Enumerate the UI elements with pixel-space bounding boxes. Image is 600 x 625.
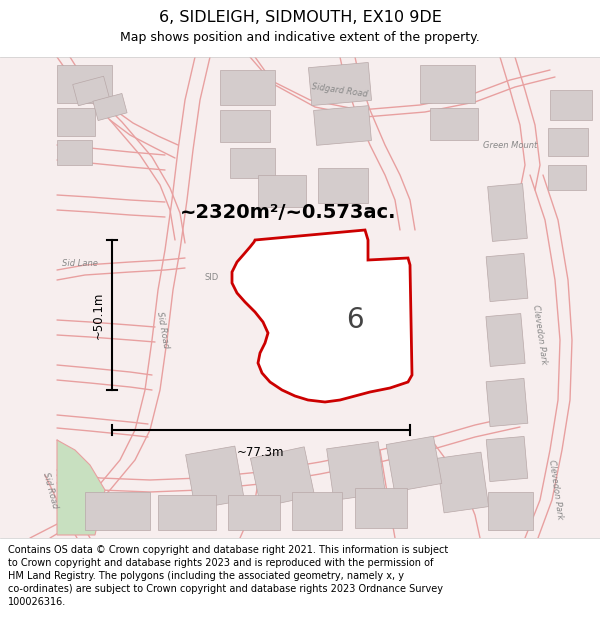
Bar xyxy=(57,65,112,103)
Bar xyxy=(220,110,270,142)
Bar xyxy=(292,492,342,530)
Text: Green Mount: Green Mount xyxy=(483,141,537,149)
Text: 6: 6 xyxy=(346,306,364,334)
Polygon shape xyxy=(488,184,527,241)
Bar xyxy=(0,57,600,538)
Polygon shape xyxy=(486,436,528,482)
Polygon shape xyxy=(314,106,371,146)
Bar xyxy=(0,0,600,57)
Bar xyxy=(228,495,280,530)
Polygon shape xyxy=(232,230,412,402)
Text: HM Land Registry. The polygons (including the associated geometry, namely x, y: HM Land Registry. The polygons (includin… xyxy=(8,571,404,581)
Polygon shape xyxy=(436,452,488,513)
Bar xyxy=(258,175,306,207)
Bar xyxy=(430,108,478,140)
Polygon shape xyxy=(386,436,442,492)
Text: Clevedon Park: Clevedon Park xyxy=(532,304,548,366)
Bar xyxy=(0,538,600,625)
Bar xyxy=(488,492,533,530)
Polygon shape xyxy=(308,62,371,106)
Bar xyxy=(220,70,275,105)
Bar xyxy=(230,148,275,178)
Text: Map shows position and indicative extent of the property.: Map shows position and indicative extent… xyxy=(120,31,480,44)
Bar xyxy=(57,140,92,165)
Polygon shape xyxy=(185,446,244,509)
Text: to Crown copyright and database rights 2023 and is reproduced with the permissio: to Crown copyright and database rights 2… xyxy=(8,558,433,568)
Text: ~77.3m: ~77.3m xyxy=(237,446,285,459)
Text: Clevedon Park: Clevedon Park xyxy=(547,459,565,521)
Text: Contains OS data © Crown copyright and database right 2021. This information is : Contains OS data © Crown copyright and d… xyxy=(8,545,448,555)
Bar xyxy=(355,488,407,528)
Text: ~2320m²/~0.573ac.: ~2320m²/~0.573ac. xyxy=(180,204,397,222)
Polygon shape xyxy=(486,314,525,366)
Polygon shape xyxy=(486,253,528,302)
Text: SID: SID xyxy=(205,274,219,282)
Polygon shape xyxy=(250,447,314,507)
Text: co-ordinates) are subject to Crown copyright and database rights 2023 Ordnance S: co-ordinates) are subject to Crown copyr… xyxy=(8,584,443,594)
Text: Sidgard Road: Sidgard Road xyxy=(311,82,368,98)
Bar xyxy=(550,90,592,120)
Bar xyxy=(57,108,95,136)
Polygon shape xyxy=(57,440,105,535)
Bar xyxy=(548,165,586,190)
Bar xyxy=(295,258,360,300)
Bar xyxy=(158,495,216,530)
Bar xyxy=(548,128,588,156)
Text: Sid Road: Sid Road xyxy=(41,471,59,509)
Text: Sid Lane: Sid Lane xyxy=(62,259,98,268)
Bar xyxy=(85,492,150,530)
Polygon shape xyxy=(93,94,127,121)
Bar xyxy=(318,168,368,203)
Polygon shape xyxy=(486,378,528,427)
Bar xyxy=(420,65,475,103)
Polygon shape xyxy=(73,76,109,106)
Polygon shape xyxy=(326,442,385,501)
Text: Sid Road: Sid Road xyxy=(155,311,170,349)
Text: ~50.1m: ~50.1m xyxy=(91,291,104,339)
Text: 6, SIDLEIGH, SIDMOUTH, EX10 9DE: 6, SIDLEIGH, SIDMOUTH, EX10 9DE xyxy=(158,11,442,26)
Text: 100026316.: 100026316. xyxy=(8,597,66,607)
